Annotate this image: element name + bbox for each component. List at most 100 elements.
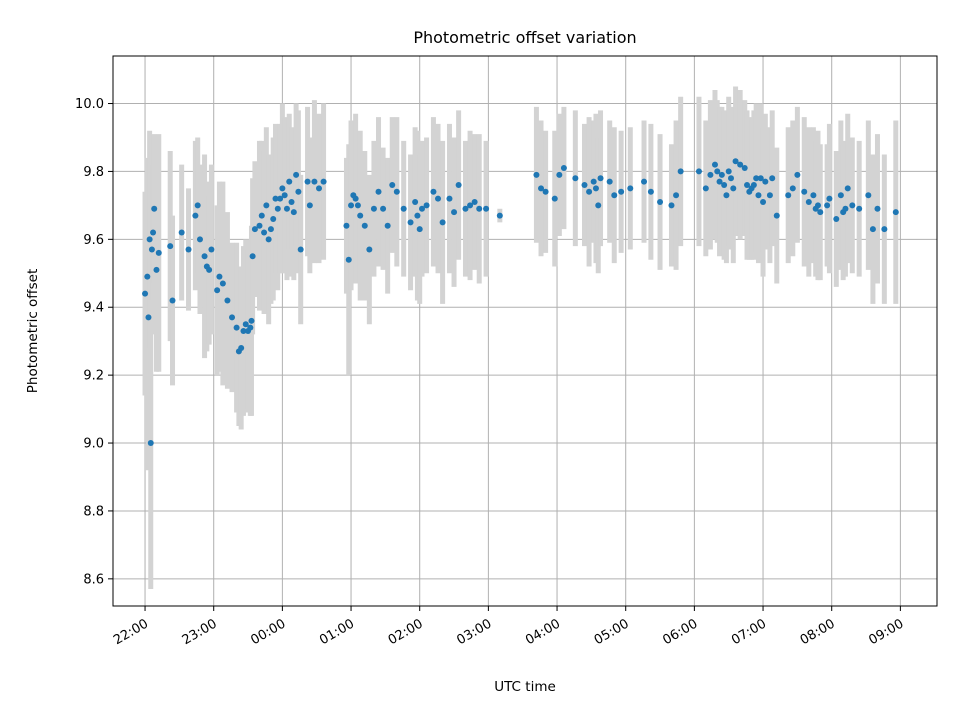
data-point (194, 202, 201, 209)
data-point (730, 185, 737, 192)
data-point (581, 182, 588, 189)
data-point (229, 314, 236, 321)
data-point (814, 202, 821, 209)
y-axis: 8.6 8.8 9.0 9.2 9.4 9.6 9.8 10.0 (75, 97, 113, 587)
y-tick-label: 9.4 (83, 301, 104, 316)
data-point (737, 161, 744, 168)
data-point (869, 226, 876, 233)
data-point (249, 253, 256, 260)
data-point (810, 192, 817, 199)
data-point (586, 188, 593, 195)
data-point (233, 324, 240, 331)
y-tick-label: 9.6 (83, 233, 104, 248)
y-axis-label: Photometric offset (25, 269, 41, 393)
data-point (178, 229, 185, 236)
data-point (248, 317, 255, 324)
data-point (462, 205, 469, 212)
data-point (290, 209, 297, 216)
data-point (407, 219, 414, 226)
data-point (348, 202, 355, 209)
data-point (208, 246, 215, 253)
data-point (723, 192, 730, 199)
data-point (144, 273, 151, 280)
data-point (773, 212, 780, 219)
data-point (261, 229, 268, 236)
data-point (572, 175, 579, 182)
data-point (146, 236, 153, 243)
data-point (439, 219, 446, 226)
data-point (272, 195, 279, 202)
data-point (611, 192, 618, 199)
data-point (606, 178, 613, 185)
y-tick-label: 9.2 (83, 369, 104, 384)
data-point (224, 297, 231, 304)
data-point (258, 212, 265, 219)
data-point (760, 198, 767, 205)
data-point (343, 222, 350, 229)
data-point (728, 175, 734, 182)
data-point (380, 205, 387, 212)
data-point (560, 165, 567, 172)
data-point (240, 328, 247, 334)
data-point (238, 344, 245, 351)
data-point (668, 202, 675, 209)
data-point (293, 171, 300, 178)
data-point (419, 205, 425, 212)
data-point (400, 205, 407, 212)
data-point (435, 195, 442, 202)
data-point (874, 205, 881, 212)
data-point (757, 175, 764, 182)
data-point (247, 324, 254, 331)
data-point (856, 205, 863, 212)
data-point (304, 178, 311, 185)
data-point (695, 168, 702, 175)
x-axis-label: UTC time (494, 679, 556, 695)
data-point (155, 249, 162, 256)
data-point (837, 192, 844, 199)
data-point (718, 171, 725, 178)
point-layer (142, 158, 899, 447)
data-point (242, 321, 249, 328)
data-point (265, 236, 272, 243)
data-point (214, 287, 221, 294)
data-point (267, 226, 274, 233)
data-point (892, 209, 899, 216)
data-point (320, 178, 327, 185)
data-point (842, 205, 849, 212)
y-tick-label: 9.0 (83, 437, 104, 452)
data-point (595, 202, 602, 209)
data-point (142, 290, 149, 297)
data-point (423, 202, 430, 209)
data-point (805, 198, 812, 205)
data-point (533, 171, 540, 178)
data-point (263, 202, 270, 209)
data-point (769, 175, 776, 182)
data-point (741, 165, 748, 172)
data-point (551, 195, 558, 202)
data-point (345, 256, 352, 263)
data-point (145, 314, 152, 321)
data-point (281, 192, 288, 199)
data-point (451, 209, 458, 216)
data-point (196, 236, 203, 243)
y-tick-label: 10.0 (75, 97, 104, 112)
data-point (844, 185, 851, 192)
data-point (151, 205, 158, 212)
data-point (286, 178, 293, 185)
data-point (744, 182, 751, 189)
data-point (824, 202, 831, 209)
data-point (150, 229, 157, 236)
data-point (370, 205, 377, 212)
data-point (206, 266, 213, 273)
data-point (277, 195, 284, 202)
y-tick-label: 8.8 (83, 504, 104, 519)
data-point (542, 188, 549, 195)
data-point (169, 297, 176, 304)
data-point (476, 205, 483, 212)
data-point (414, 212, 421, 219)
data-point (556, 171, 563, 178)
data-point (297, 246, 304, 253)
data-point (789, 185, 796, 192)
data-point (801, 188, 808, 195)
data-point (755, 192, 762, 199)
